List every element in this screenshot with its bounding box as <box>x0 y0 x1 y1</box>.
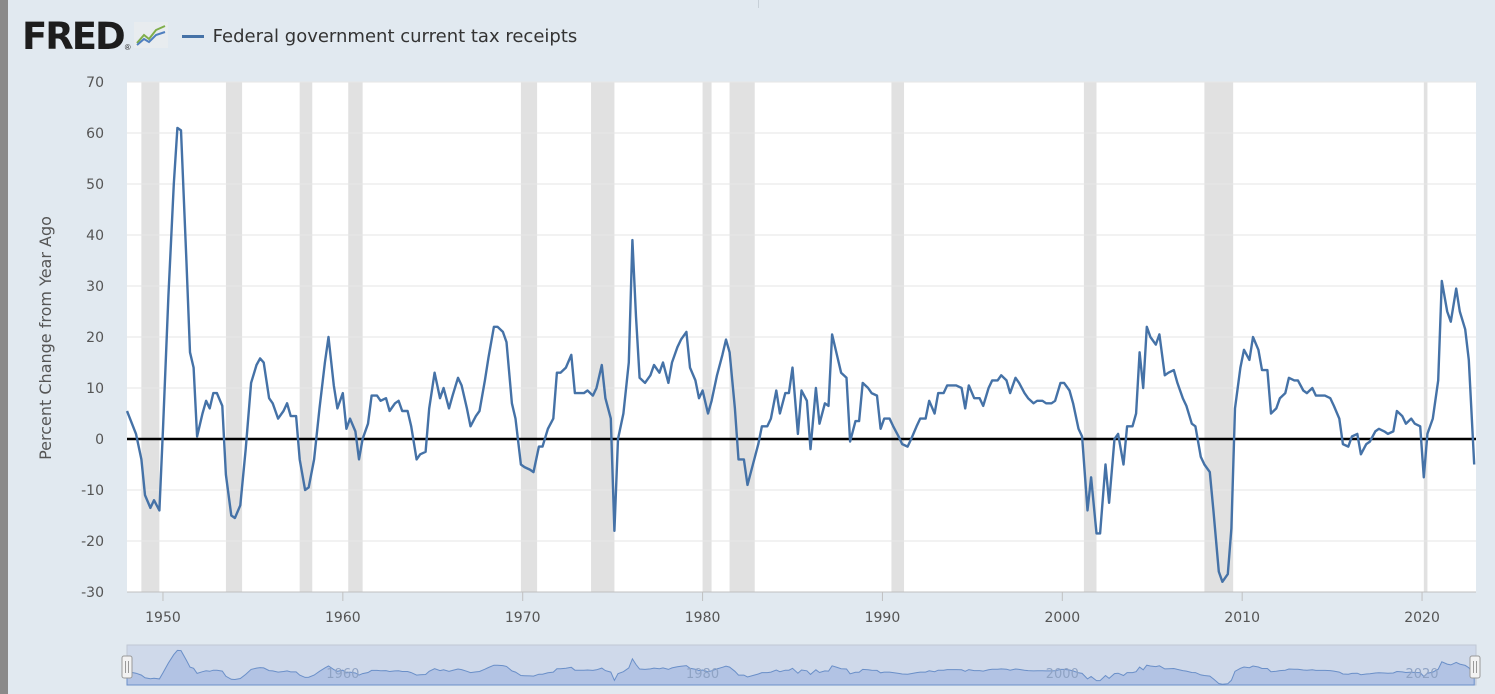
y-axis-label: Percent Change from Year Ago <box>36 216 55 460</box>
y-tick-label: 60 <box>86 126 104 142</box>
registered-mark: ® <box>124 42 131 52</box>
x-tick-label: 2010 <box>1224 610 1260 626</box>
legend-label: Federal government current tax receipts <box>212 25 578 47</box>
y-tick-label: -20 <box>81 534 104 550</box>
series-line[interactable] <box>125 126 1476 583</box>
navigator-handle-right[interactable] <box>1469 655 1481 679</box>
y-tick-label: 70 <box>86 75 104 91</box>
y-tick-label: -10 <box>81 483 104 499</box>
navigator[interactable]: 1960 1980 2000 2020 <box>121 644 1481 686</box>
y-tick-label: 20 <box>86 330 104 346</box>
x-axis-ticks: 1950 1960 1970 1980 1990 2000 2010 2020 <box>127 591 1476 626</box>
y-tick-label: 30 <box>86 279 104 295</box>
fred-logo-chart-icon <box>133 21 168 53</box>
y-axis-label-group: Percent Change from Year Ago <box>36 216 55 460</box>
top-divider <box>758 0 759 8</box>
y-tick-label: 0 <box>95 432 104 448</box>
x-tick-label: 2020 <box>1404 610 1440 626</box>
legend-swatch <box>181 34 204 38</box>
navigator-labels: 1960 1980 2000 2020 <box>326 667 1438 682</box>
chart-header: FRED ® Federal government current tax re… <box>22 14 577 58</box>
window-edge <box>0 0 8 694</box>
navigator-label: 2000 <box>1046 667 1079 682</box>
navigator-handle-left[interactable] <box>121 655 133 679</box>
legend[interactable]: Federal government current tax receipts <box>181 25 578 47</box>
navigator-label: 1960 <box>326 667 359 682</box>
y-tick-label: 40 <box>86 228 104 244</box>
x-tick-label: 2000 <box>1044 610 1080 626</box>
x-tick-label: 1950 <box>145 610 181 626</box>
y-tick-label: 50 <box>86 177 104 193</box>
y-tick-label: 10 <box>86 381 104 397</box>
navigator-label: 2020 <box>1405 667 1438 682</box>
y-axis-ticks: -30 -20 -10 0 10 20 30 40 50 60 70 <box>81 75 104 601</box>
x-tick-label: 1990 <box>865 610 901 626</box>
navigator-series-area <box>126 649 1475 686</box>
x-tick-label: 1960 <box>325 610 361 626</box>
fred-logo[interactable]: FRED <box>22 14 126 58</box>
x-tick-label: 1980 <box>685 610 721 626</box>
y-tick-label: -30 <box>81 585 104 601</box>
navigator-label: 1980 <box>686 667 719 682</box>
x-tick-label: 1970 <box>505 610 541 626</box>
